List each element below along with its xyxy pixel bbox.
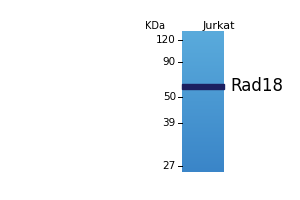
Text: 120: 120 [156, 35, 176, 45]
Text: Rad18: Rad18 [230, 77, 284, 95]
Text: 90: 90 [163, 57, 176, 67]
Text: Jurkat: Jurkat [202, 21, 235, 31]
Text: 50: 50 [163, 92, 176, 102]
Text: KDa: KDa [146, 21, 165, 31]
Text: 27: 27 [163, 161, 176, 171]
Text: 39: 39 [163, 118, 176, 128]
Bar [182, 84, 224, 89]
